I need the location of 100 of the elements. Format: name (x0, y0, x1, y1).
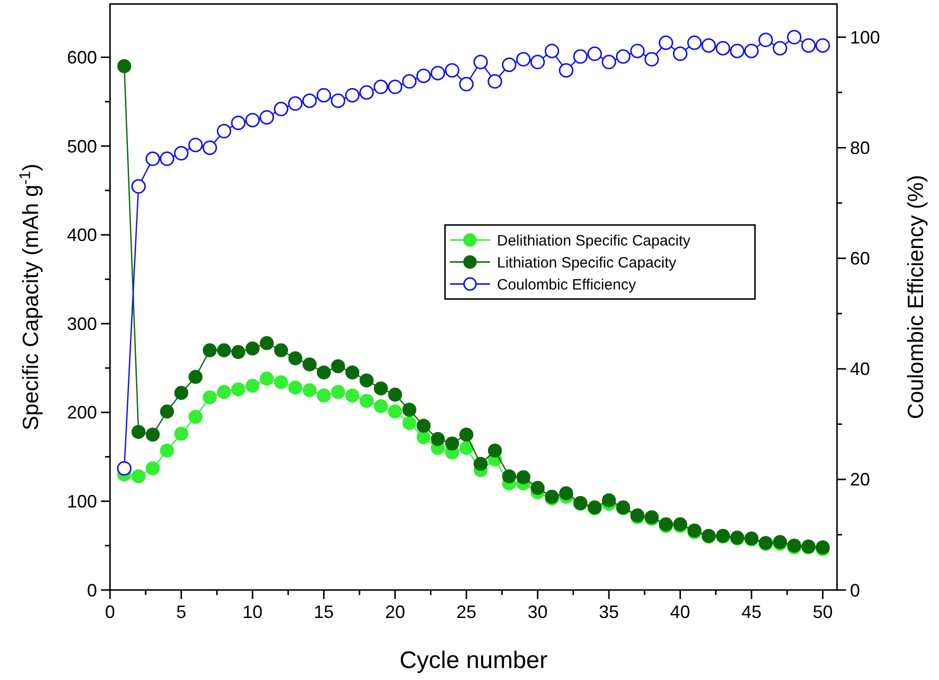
point (402, 74, 417, 89)
point (274, 375, 288, 390)
point (146, 461, 160, 476)
point (302, 383, 317, 398)
y2-tick-label: 100 (850, 27, 880, 48)
y2-tick-label: 80 (850, 138, 870, 158)
point (260, 336, 274, 350)
point (530, 54, 545, 70)
point (374, 381, 388, 396)
point (202, 140, 218, 155)
y2-axis-title: Coulombic Efficiency (%) (903, 174, 928, 420)
point (231, 116, 246, 130)
y-tick-label: 200 (66, 402, 97, 423)
point (188, 410, 203, 424)
point (701, 38, 716, 53)
point (160, 152, 174, 166)
x-tick-label: 0 (104, 602, 116, 622)
point (602, 54, 616, 70)
point (430, 66, 446, 80)
point (188, 138, 203, 152)
point (374, 80, 388, 94)
point (616, 49, 630, 64)
point (444, 63, 460, 78)
point (416, 68, 431, 84)
point (260, 110, 274, 125)
point (146, 152, 160, 166)
point (459, 440, 474, 455)
point (216, 124, 232, 138)
x-tick-label: 45 (741, 602, 762, 622)
point (672, 46, 688, 61)
point (132, 424, 146, 439)
point (544, 44, 560, 58)
point (246, 378, 260, 393)
point (530, 480, 545, 495)
point (744, 44, 759, 58)
point (488, 74, 502, 89)
point (474, 456, 488, 471)
point (202, 343, 217, 358)
point (288, 380, 302, 395)
x-tick-label: 25 (456, 602, 476, 622)
point (488, 444, 502, 458)
point (360, 394, 374, 408)
y-tick-label: 0 (86, 580, 97, 600)
point (587, 46, 602, 61)
point (388, 80, 402, 94)
point (117, 59, 132, 74)
point (801, 38, 816, 53)
y-tick-label: 600 (66, 48, 97, 68)
point (330, 94, 346, 108)
point (402, 416, 416, 430)
point (288, 96, 303, 111)
point (687, 35, 702, 50)
point (174, 146, 189, 160)
point (502, 469, 516, 484)
point (131, 179, 146, 194)
point (345, 388, 360, 403)
point (516, 470, 530, 484)
point (202, 390, 217, 404)
legend-label: Lithiation Specific Capacity (497, 254, 677, 272)
y2-tick-label: 0 (850, 580, 860, 600)
point (316, 388, 331, 403)
point (459, 76, 474, 92)
x-tick-label: 5 (176, 602, 186, 622)
point (416, 430, 431, 444)
point (658, 35, 674, 50)
x-tick-label: 15 (314, 602, 334, 622)
point (316, 88, 332, 102)
point (758, 32, 773, 48)
point (146, 428, 160, 442)
point (260, 372, 274, 386)
point (815, 38, 830, 53)
point (132, 469, 146, 484)
point (217, 385, 232, 399)
point (174, 426, 188, 441)
x-tick-label: 50 (812, 602, 833, 622)
point (302, 94, 317, 108)
point (388, 388, 402, 402)
point (160, 404, 174, 419)
point (445, 436, 460, 450)
x-tick-label: 35 (598, 602, 619, 622)
point (345, 365, 360, 380)
point (160, 444, 174, 458)
point (416, 418, 431, 433)
point (602, 493, 616, 508)
x-tick-label: 10 (242, 602, 263, 622)
y2-tick-label: 60 (850, 248, 870, 269)
point (558, 63, 574, 78)
point (117, 461, 132, 476)
x-tick-label: 40 (670, 602, 690, 622)
x-tick-label: 30 (528, 602, 548, 622)
point (374, 399, 388, 414)
point (430, 432, 445, 446)
point (316, 365, 331, 380)
point (345, 88, 360, 102)
point (388, 404, 402, 419)
point (630, 44, 645, 58)
point (360, 373, 374, 388)
point (644, 52, 659, 67)
y-tick-label: 300 (66, 314, 97, 334)
point (274, 343, 288, 358)
